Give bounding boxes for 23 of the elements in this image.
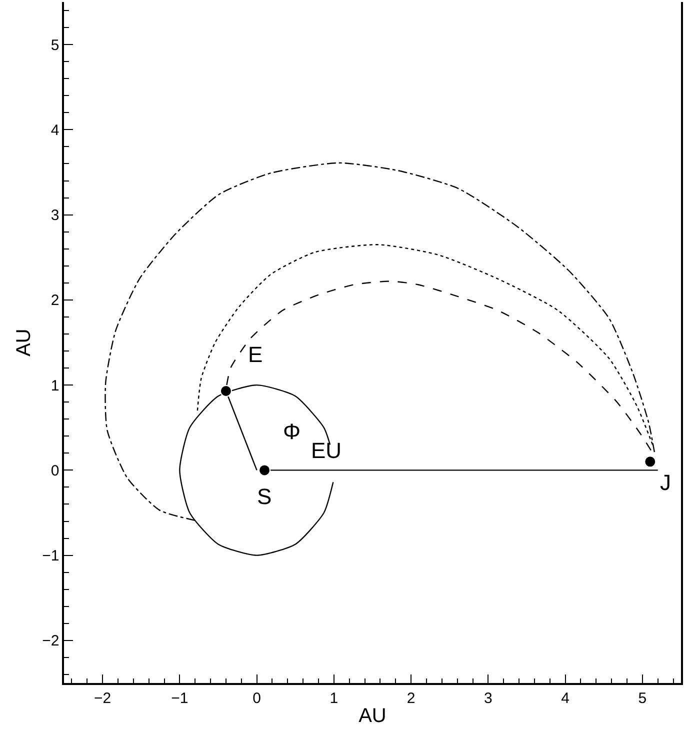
annotation: S xyxy=(257,484,272,509)
y-tick-label: −2 xyxy=(42,632,60,650)
x-tick-label: 2 xyxy=(406,690,416,707)
x-tick-label: −1 xyxy=(171,690,188,707)
x-tick-label: 4 xyxy=(561,690,570,707)
x-tick-label: −2 xyxy=(94,690,112,707)
annotation: Φ xyxy=(283,419,301,444)
x-tick-label: 3 xyxy=(484,690,492,707)
y-tick-label: 2 xyxy=(50,292,60,310)
annotation: E xyxy=(248,342,263,367)
x-tick-label: 0 xyxy=(252,690,261,707)
y-tick-label: 3 xyxy=(50,207,60,224)
x-tick-label: 5 xyxy=(638,690,647,707)
y-tick-label: 5 xyxy=(50,36,60,54)
annotation: J xyxy=(660,470,671,495)
y-tick-label: 0 xyxy=(50,462,60,480)
x-axis-title: AU xyxy=(358,704,386,727)
annotation: EU xyxy=(311,438,342,463)
y-axis-title: AU xyxy=(13,328,36,356)
y-tick-label: 1 xyxy=(50,377,60,394)
y-tick-label: 4 xyxy=(50,122,60,139)
y-tick-label: −1 xyxy=(42,548,60,565)
x-tick-label: 1 xyxy=(330,690,338,707)
